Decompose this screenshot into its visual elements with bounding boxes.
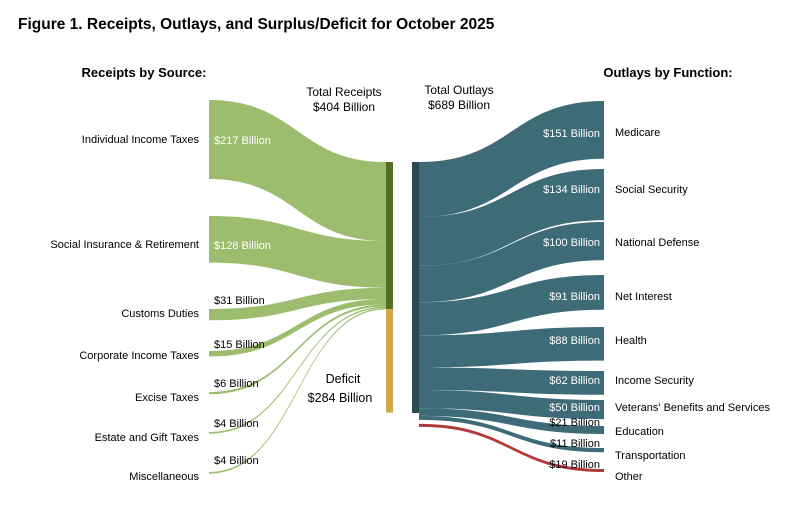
outlay-name-medicare: Medicare	[615, 127, 660, 139]
outlay-value-other: $19 Billion	[549, 459, 600, 471]
flow-estate-and-gift-taxes	[209, 306, 386, 434]
flow-net-interest	[419, 275, 604, 336]
outlay-value-health: $88 Billion	[549, 335, 600, 347]
total-outlays-value: $689 Billion	[428, 98, 490, 112]
flow-corporate-income-taxes	[209, 298, 386, 357]
labels: Receipts by Source: Outlays by Function:…	[50, 65, 770, 483]
outlay-value-net-interest: $91 Billion	[549, 291, 600, 303]
receipt-value-excise-taxes: $6 Billion	[214, 378, 259, 390]
receipt-value-social-insurance-retirement: $128 Billion	[214, 240, 271, 252]
deficit-value: $284 Billion	[308, 391, 373, 405]
flow-veterans-benefits-and-services	[419, 390, 604, 420]
receipt-name-customs-duties: Customs Duties	[121, 308, 199, 320]
flow-social-security	[419, 169, 604, 266]
receipt-value-individual-income-taxes: $217 Billion	[214, 135, 271, 147]
total-outlays-label: Total Outlays	[424, 83, 493, 97]
flow-transportation	[419, 415, 604, 453]
deficit-label: Deficit	[326, 372, 361, 386]
center-bars	[386, 162, 419, 413]
outlay-value-education: $21 Billion	[549, 417, 600, 429]
outlay-name-other: Other	[615, 471, 643, 483]
outlay-name-transportation: Transportation	[615, 450, 686, 462]
receipt-name-social-insurance-retirement: Social Insurance & Retirement	[50, 239, 199, 251]
receipt-value-corporate-income-taxes: $15 Billion	[214, 339, 265, 351]
receipt-name-excise-taxes: Excise Taxes	[135, 392, 199, 404]
receipt-name-individual-income-taxes: Individual Income Taxes	[82, 134, 200, 146]
outlay-value-social-security: $134 Billion	[543, 184, 600, 196]
receipt-value-estate-and-gift-taxes: $4 Billion	[214, 418, 259, 430]
total-receipts-bar	[386, 162, 393, 310]
outlay-value-income-security: $62 Billion	[549, 375, 600, 387]
flow-income-security	[419, 367, 604, 395]
total-outlays-bar	[412, 162, 419, 413]
flow-education	[419, 408, 604, 435]
flow-health	[419, 327, 604, 368]
total-receipts-label: Total Receipts	[306, 85, 381, 99]
deficit-bar	[386, 309, 393, 413]
receipt-flows	[209, 100, 386, 474]
outlay-name-net-interest: Net Interest	[615, 291, 672, 303]
outlay-value-transportation: $11 Billion	[550, 438, 600, 450]
receipt-value-miscellaneous: $4 Billion	[214, 455, 259, 467]
outlay-name-veterans-benefits-and-services: Veterans' Benefits and Services	[615, 402, 770, 414]
outlay-value-national-defense: $100 Billion	[543, 237, 600, 249]
flow-miscellaneous	[209, 308, 386, 474]
outlay-name-national-defense: National Defense	[615, 237, 699, 249]
outlay-name-health: Health	[615, 335, 647, 347]
total-receipts-value: $404 Billion	[313, 100, 375, 114]
flow-other	[419, 423, 604, 472]
outlay-value-veterans-benefits-and-services: $50 Billion	[549, 402, 600, 414]
receipt-name-estate-and-gift-taxes: Estate and Gift Taxes	[95, 432, 200, 444]
receipt-name-miscellaneous: Miscellaneous	[129, 471, 199, 483]
outlay-name-income-security: Income Security	[615, 375, 694, 387]
flow-customs-duties	[209, 287, 386, 321]
outlay-name-education: Education	[615, 426, 664, 438]
flow-individual-income-taxes	[209, 100, 386, 242]
outlay-value-medicare: $151 Billion	[543, 128, 600, 140]
flow-excise-taxes	[209, 304, 386, 395]
receipts-heading: Receipts by Source:	[82, 65, 207, 80]
receipt-value-customs-duties: $31 Billion	[214, 295, 265, 307]
figure-title: Figure 1. Receipts, Outlays, and Surplus…	[18, 16, 495, 33]
outlay-name-social-security: Social Security	[615, 184, 688, 196]
flow-social-insurance-retirement	[209, 216, 386, 288]
outlays-heading: Outlays by Function:	[603, 65, 732, 80]
outlay-flows	[419, 101, 604, 472]
receipt-name-corporate-income-taxes: Corporate Income Taxes	[79, 350, 199, 362]
flow-national-defense	[419, 222, 604, 303]
flow-medicare	[419, 101, 604, 218]
